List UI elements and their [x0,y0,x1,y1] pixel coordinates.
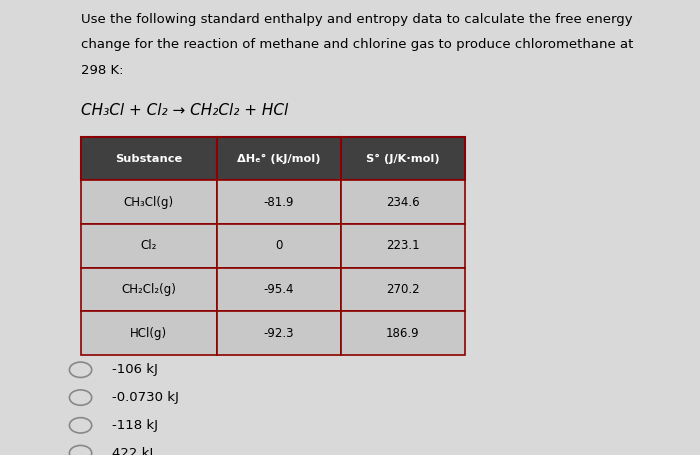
Text: -81.9: -81.9 [264,196,294,209]
Text: -95.4: -95.4 [264,283,294,296]
Text: 298 K:: 298 K: [80,64,123,77]
FancyBboxPatch shape [217,268,341,311]
FancyBboxPatch shape [80,311,217,355]
Text: S° (J/K·mol): S° (J/K·mol) [366,153,440,164]
Text: HCl(g): HCl(g) [130,327,167,339]
Text: 422 kJ: 422 kJ [111,447,153,455]
FancyBboxPatch shape [80,180,217,224]
Circle shape [69,418,92,433]
Text: Use the following standard enthalpy and entropy data to calculate the free energ: Use the following standard enthalpy and … [80,13,632,26]
FancyBboxPatch shape [341,224,465,268]
Text: 234.6: 234.6 [386,196,419,209]
FancyBboxPatch shape [80,137,217,180]
FancyBboxPatch shape [217,180,341,224]
Text: -92.3: -92.3 [264,327,294,339]
Text: Cl₂: Cl₂ [141,239,157,253]
FancyBboxPatch shape [341,137,465,180]
Text: -106 kJ: -106 kJ [111,363,158,376]
FancyBboxPatch shape [217,137,341,180]
Text: CH₃Cl + Cl₂ → CH₂Cl₂ + HCl: CH₃Cl + Cl₂ → CH₂Cl₂ + HCl [80,102,288,117]
FancyBboxPatch shape [80,224,217,268]
Text: Substance: Substance [115,154,182,164]
Text: CH₃Cl(g): CH₃Cl(g) [124,196,174,209]
FancyBboxPatch shape [80,268,217,311]
Text: 270.2: 270.2 [386,283,419,296]
Circle shape [69,445,92,455]
Text: 0: 0 [275,239,283,253]
Text: change for the reaction of methane and chlorine gas to produce chloromethane at: change for the reaction of methane and c… [80,39,633,51]
Text: ΔHₑ° (kJ/mol): ΔHₑ° (kJ/mol) [237,153,321,164]
Text: -118 kJ: -118 kJ [111,419,158,432]
FancyBboxPatch shape [217,224,341,268]
Circle shape [69,362,92,378]
Circle shape [69,390,92,405]
FancyBboxPatch shape [341,180,465,224]
Text: -0.0730 kJ: -0.0730 kJ [111,391,178,404]
FancyBboxPatch shape [341,311,465,355]
Text: CH₂Cl₂(g): CH₂Cl₂(g) [121,283,176,296]
Text: 186.9: 186.9 [386,327,419,339]
Text: 223.1: 223.1 [386,239,419,253]
FancyBboxPatch shape [341,268,465,311]
FancyBboxPatch shape [217,311,341,355]
